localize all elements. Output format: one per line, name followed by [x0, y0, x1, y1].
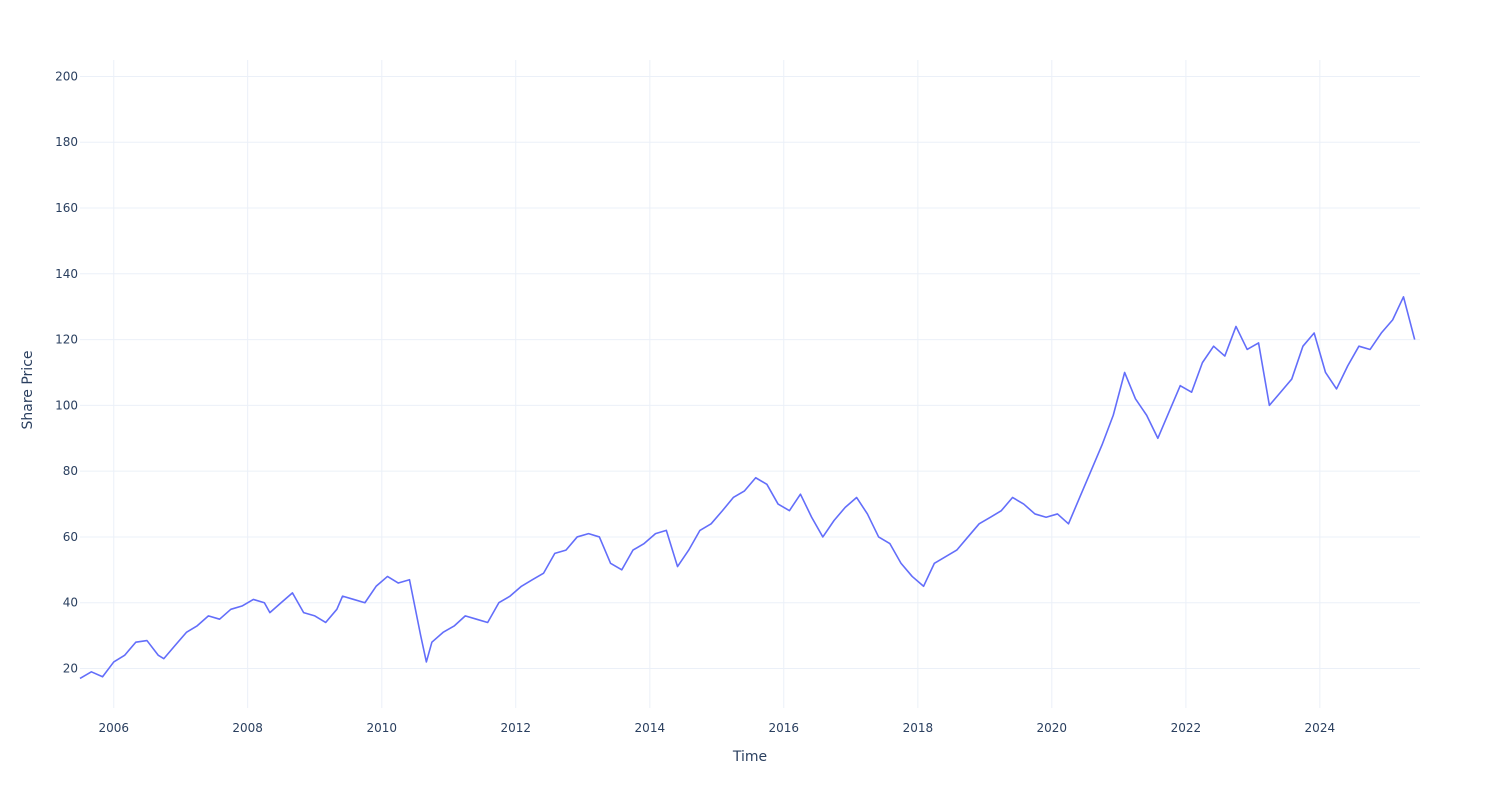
y-tick-label: 180 [55, 135, 78, 149]
x-tick-label: 2010 [367, 721, 398, 735]
series-line-0 [79, 296, 1416, 680]
x-tick-label: 2008 [232, 721, 263, 735]
y-tick-label: 140 [55, 267, 78, 281]
y-tick-label: 40 [63, 596, 78, 610]
x-tick-label: 2018 [903, 721, 934, 735]
series-layer [79, 296, 1416, 680]
y-tick-label: 60 [63, 530, 78, 544]
x-tick-label: 2024 [1305, 721, 1336, 735]
x-tick-label: 2022 [1171, 721, 1202, 735]
x-tick-label: 2016 [768, 721, 799, 735]
y-tick-label: 120 [55, 333, 78, 347]
grid-layer [80, 60, 1420, 708]
y-tick-label: 100 [55, 398, 78, 412]
y-tick-label: 20 [63, 662, 78, 676]
y-axis-ticks: 20 40 60 80 100 120 140 160 180 200 [55, 69, 78, 675]
x-axis-ticks: 2006 2008 2010 2012 2014 2016 2018 2020 2022 2024 [98, 721, 1335, 735]
x-axis-title: Time [732, 749, 767, 765]
y-tick-label: 160 [55, 201, 78, 215]
y-tick-label: 80 [63, 464, 78, 478]
x-tick-label: 2014 [635, 721, 666, 735]
x-tick-label: 2012 [500, 721, 531, 735]
y-tick-label: 200 [55, 69, 78, 83]
y-axis-title: Share Price [20, 350, 36, 429]
x-tick-label: 2006 [98, 721, 129, 735]
x-tick-label: 2020 [1037, 721, 1068, 735]
